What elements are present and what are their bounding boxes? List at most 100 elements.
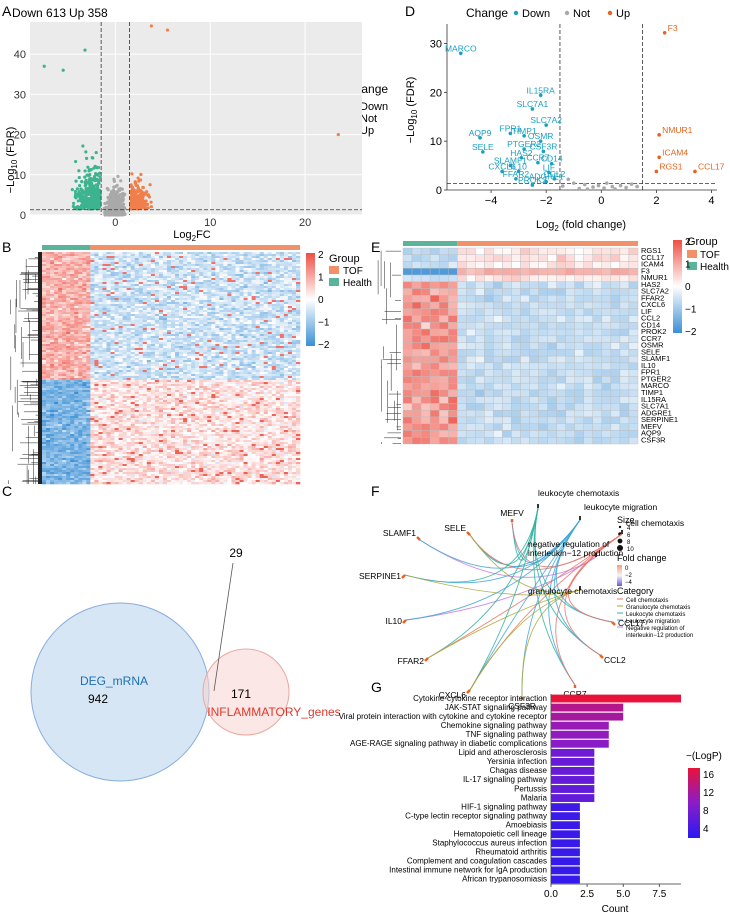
heatmap-b-cell <box>42 262 47 265</box>
heatmap-b-cell <box>211 274 216 277</box>
heatmap-b-cell <box>243 350 248 353</box>
heatmap-b-cell <box>42 278 47 281</box>
heatmap-b-cell <box>279 320 285 323</box>
heatmap-b-cell <box>106 258 111 261</box>
heatmap-b-cell <box>195 272 200 275</box>
heatmap-b-cell <box>50 260 55 263</box>
heatmap-b-cell <box>74 266 79 269</box>
heatmap-b-cell <box>231 342 236 345</box>
heatmap-b-cell <box>259 284 265 287</box>
heatmap-b-cell <box>158 340 164 343</box>
volcano-d-point-label: AQP9 <box>469 128 492 138</box>
heatmap-b-cell <box>70 328 75 331</box>
heatmap-b-cell <box>187 324 192 327</box>
volcano-a-point-down <box>81 144 85 148</box>
heatmap-b-cell <box>215 270 220 273</box>
heatmap-b-cell <box>195 342 200 345</box>
heatmap-b-cell <box>134 324 140 327</box>
volcano-a-point-down <box>96 165 101 170</box>
heatmap-b-cell <box>158 324 164 327</box>
heatmap-b-cell <box>162 332 168 335</box>
heatmap-b-cell <box>279 300 285 303</box>
heatmap-b-cell <box>86 290 91 293</box>
heatmap-b-cell <box>166 296 172 299</box>
heatmap-b-cell <box>263 356 269 359</box>
heatmap-b-cell <box>247 354 252 357</box>
heatmap-b-cell <box>263 284 269 287</box>
heatmap-b-cell <box>275 358 281 361</box>
heatmap-b-cell <box>86 342 91 345</box>
heatmap-b-cell <box>62 300 67 303</box>
heatmap-b-cell <box>122 354 127 357</box>
heatmap-b-cell <box>54 280 59 283</box>
heatmap-b-cell <box>259 306 265 309</box>
heatmap-b-cell <box>287 298 293 301</box>
heatmap-b-cell <box>74 360 79 363</box>
heatmap-b-cell <box>166 292 172 295</box>
volcano-d-point-not <box>604 181 609 185</box>
heatmap-b-cell <box>183 278 188 281</box>
volcano-d-point <box>514 176 518 181</box>
heatmap-b-cell <box>235 310 240 313</box>
heatmap-b-cell <box>114 286 119 289</box>
heatmap-b-cell <box>146 330 152 333</box>
heatmap-b-cell <box>291 260 297 263</box>
heatmap-b-cell <box>175 290 180 293</box>
heatmap-b-cell <box>166 352 172 355</box>
heatmap-b-cell <box>126 268 131 271</box>
heatmap-b-cell <box>291 266 297 269</box>
heatmap-b-cell <box>231 338 236 341</box>
volcano-a-point-up <box>130 200 135 204</box>
heatmap-b-cell <box>98 344 103 347</box>
heatmap-b-cell <box>255 270 260 273</box>
heatmap-b-cell <box>98 262 103 265</box>
heatmap-b-cell <box>283 316 289 319</box>
heatmap-b-cell <box>70 264 75 267</box>
heatmap-b-cell <box>106 254 111 257</box>
heatmap-b-cell <box>58 360 63 363</box>
heatmap-b-cell <box>271 310 277 313</box>
heatmap-b-cell <box>66 266 71 269</box>
heatmap-b-cell <box>219 292 224 295</box>
heatmap-b-cell <box>142 320 148 323</box>
heatmap-b-cell <box>175 262 180 265</box>
heatmap-b-cell <box>183 288 188 291</box>
volcano-d-point-label: PROK2 <box>518 175 547 185</box>
heatmap-b-cell <box>251 282 256 285</box>
heatmap-b-cell <box>122 308 127 311</box>
heatmap-b-cell <box>58 312 63 315</box>
heatmap-b-cell <box>122 296 127 299</box>
heatmap-b-cell <box>263 252 269 255</box>
volcano-d-point <box>538 139 543 143</box>
heatmap-b-cell <box>195 322 200 325</box>
heatmap-b-cell <box>102 354 107 357</box>
heatmap-b-cell <box>183 298 188 301</box>
heatmap-b-cell <box>82 334 87 337</box>
heatmap-b-cell <box>102 314 107 317</box>
heatmap-b-cell <box>162 276 168 279</box>
heatmap-b-cell <box>271 290 277 293</box>
heatmap-b-cell <box>42 314 47 317</box>
heatmap-b-cell <box>235 276 240 279</box>
heatmap-b-cell <box>114 340 119 343</box>
heatmap-b-cell <box>215 336 220 339</box>
heatmap-b-cell <box>275 262 281 265</box>
heatmap-b-cell <box>66 330 71 333</box>
heatmap-b-cell <box>138 356 144 359</box>
heatmap-b-cell <box>110 272 115 275</box>
heatmap-b-cell <box>50 348 55 351</box>
heatmap-b-cell <box>62 314 67 317</box>
heatmap-b-cell <box>58 304 63 307</box>
heatmap-b-cell <box>114 316 119 319</box>
heatmap-b-cell <box>223 292 228 295</box>
heatmap-b-cell <box>227 254 232 257</box>
heatmap-b-cell <box>66 288 71 291</box>
volcano-a-point-not <box>102 206 106 210</box>
heatmap-b-cell <box>42 330 47 333</box>
heatmap-b-cell <box>207 256 212 259</box>
heatmap-b-cell <box>122 256 127 259</box>
heatmap-b-cell <box>134 292 140 295</box>
heatmap-b-cell <box>122 338 127 341</box>
heatmap-b-cell <box>223 316 228 319</box>
heatmap-b-cell <box>50 306 55 309</box>
